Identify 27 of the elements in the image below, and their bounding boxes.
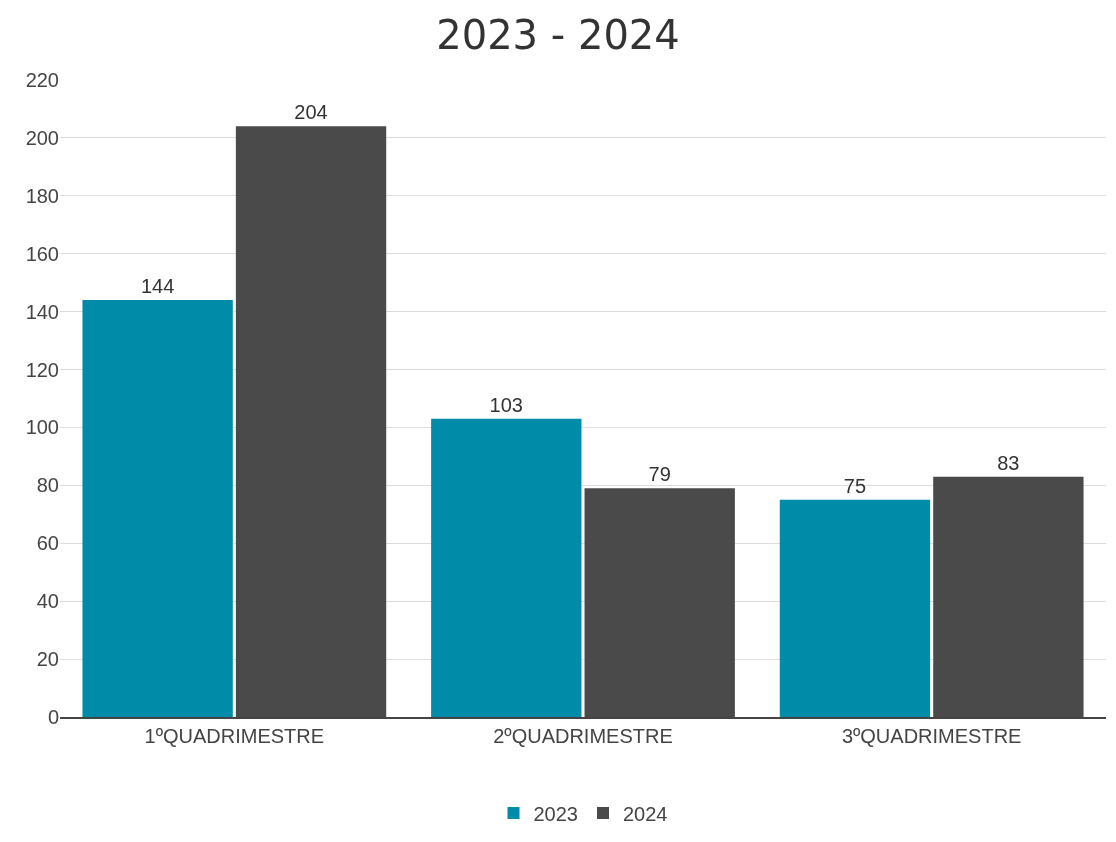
y-tick-label: 160 — [25, 242, 59, 265]
data-label: 103 — [489, 393, 523, 416]
data-label: 144 — [140, 275, 175, 298]
y-tick-label: 200 — [25, 126, 59, 149]
x-tick-label: 3ºQUADRIMESTRE — [841, 725, 1022, 747]
y-tick-label: 100 — [25, 416, 59, 439]
legend-label: 2024 — [623, 802, 668, 825]
data-label: 83 — [997, 451, 1020, 474]
y-tick-label: 60 — [36, 532, 59, 555]
bar — [779, 499, 931, 717]
y-tick-label: 220 — [25, 69, 59, 91]
x-tick-label: 1ºQUADRIMESTRE — [144, 725, 325, 747]
legend-label: 2023 — [533, 802, 578, 825]
bar — [431, 418, 582, 717]
y-tick-label: 120 — [25, 358, 59, 381]
y-tick-label: 80 — [36, 474, 59, 497]
data-label: 79 — [648, 463, 671, 486]
bar — [82, 300, 233, 717]
y-tick-label: 140 — [25, 300, 59, 323]
x-tick-label: 2ºQUADRIMESTRE — [493, 725, 673, 747]
y-tick-label: 0 — [47, 706, 59, 728]
chart-title: 2023 - 2024 — [436, 12, 680, 59]
data-label: 75 — [843, 474, 867, 497]
y-tick-label: 180 — [25, 184, 59, 207]
y-tick-label: 40 — [36, 590, 59, 613]
data-label: 204 — [294, 101, 328, 124]
y-tick-label: 20 — [36, 648, 59, 671]
